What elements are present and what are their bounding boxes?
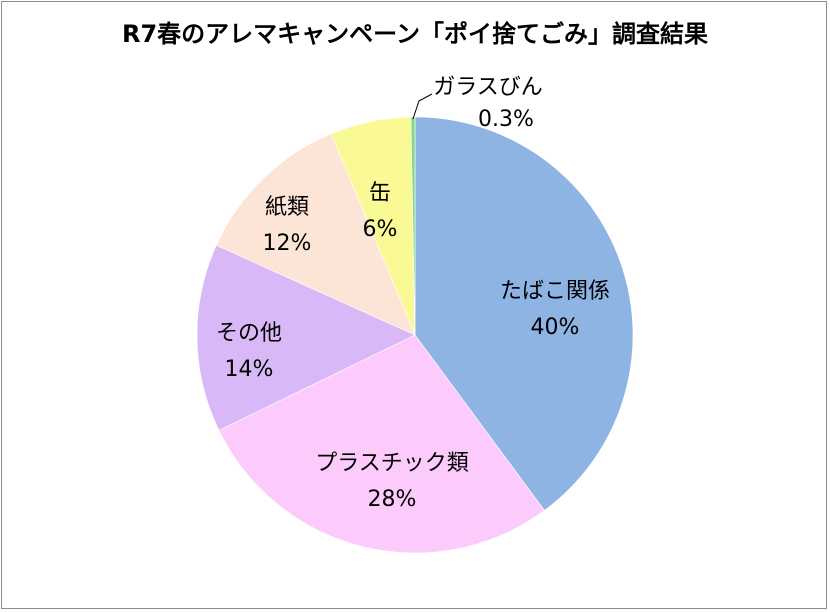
slice-label: たばこ関係 [500, 279, 610, 304]
pie-slice [414, 116, 634, 511]
chart-title: R7春のアレマキャンペーン「ポイ捨てごみ」調査結果 [122, 20, 708, 48]
slice-value-label: 0.3% [478, 107, 534, 132]
slice-value-label: 28% [368, 487, 417, 512]
pie-slice [196, 244, 416, 431]
slice-label: プラスチック類 [315, 451, 469, 476]
slice-value-label: 40% [531, 315, 580, 340]
slice-value-label: 14% [225, 357, 274, 382]
slice-label: ガラスびん [433, 75, 543, 100]
pie-slice [218, 334, 545, 554]
slice-value-label: 12% [263, 231, 312, 256]
leader-line [412, 93, 433, 120]
slice-label: 缶 [369, 181, 391, 206]
slice-label: 紙類 [265, 195, 309, 220]
slice-label: その他 [216, 321, 282, 346]
pie-slice [410, 116, 416, 336]
pie-slice [215, 133, 416, 336]
slice-value-label: 6% [363, 217, 398, 242]
